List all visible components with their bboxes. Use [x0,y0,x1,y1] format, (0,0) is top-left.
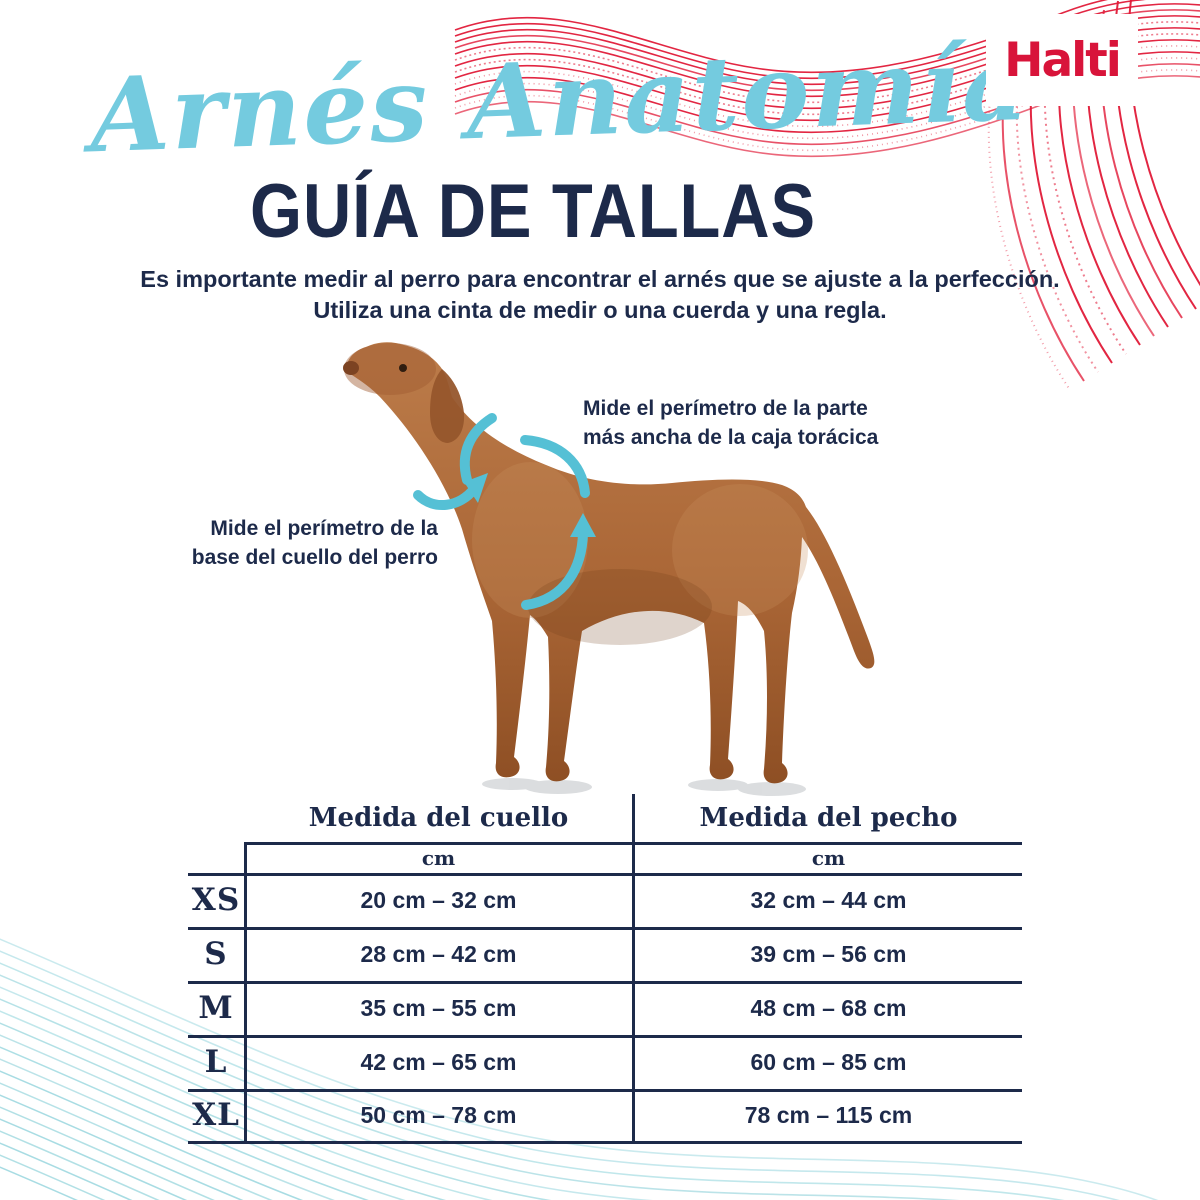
intro-text: Es importante medir al perro para encont… [0,264,1200,326]
table-line-header [244,842,1022,845]
table-line-vertical-left [244,842,247,1143]
arrow-heads [464,473,596,537]
chest-measure-note: Mide el perímetro de la parte más ancha … [583,394,878,452]
chest-arrowhead [570,513,596,537]
neck-arrowhead [464,473,488,503]
chest-range: 39 cm – 56 cm [750,940,907,967]
size-label: XS [191,882,241,918]
neck-range: 28 cm – 42 cm [360,940,517,967]
size-label: XL [192,1097,240,1133]
size-table: Medida del cuello Medida del pecho cm cm… [188,794,1022,1146]
neck-arc-back [459,413,497,485]
chest-arc-bottom [521,528,588,610]
table-line-row1 [188,927,1022,930]
dog-measurement-illustration [343,342,875,796]
table-line-unit [188,873,1022,876]
table-line-vertical-center [632,794,635,1143]
page-title: GUÍA DE TALLAS [250,169,816,254]
size-label: L [204,1044,228,1080]
neck-range: 42 cm – 65 cm [360,1048,517,1075]
table-line-row3 [188,1035,1022,1038]
size-label: S [204,936,228,972]
col-header-neck: Medida del cuello [308,803,569,833]
chest-range: 48 cm – 68 cm [750,994,907,1021]
intro-line-1: Es importante medir al perro para encont… [140,266,1060,292]
size-label: M [198,990,234,1026]
neck-note-line-2: base del cuello del perro [191,546,438,569]
neck-range: 35 cm – 55 cm [360,994,517,1021]
unit-label-neck: cm [421,845,456,870]
measurement-arrows [413,413,590,610]
neck-range: 50 cm – 78 cm [360,1101,517,1128]
table-line-row2 [188,981,1022,984]
dog-shadow [482,778,806,796]
chest-range: 60 cm – 85 cm [750,1048,907,1075]
col-header-chest: Medida del pecho [699,803,958,833]
neck-arc-front [413,484,479,510]
unit-label-chest: cm [811,845,846,870]
chest-note-line-1: Mide el perímetro de la parte [583,397,868,420]
table-line-bottom [188,1141,1022,1144]
chest-arc-top [520,435,590,498]
halti-logo-text: Halti [1004,32,1122,88]
dog-ear [430,369,465,443]
dog-silhouette [343,342,875,784]
dog-nose [343,361,359,375]
neck-note-line-1: Mide el perímetro de la [210,517,438,540]
neck-range: 20 cm – 32 cm [360,886,517,913]
chest-note-line-2: más ancha de la caja torácica [583,426,879,449]
chest-range: 32 cm – 44 cm [750,886,907,913]
neck-measure-note: Mide el perímetro de la base del cuello … [150,514,438,572]
chest-range: 78 cm – 115 cm [744,1101,913,1128]
intro-line-2: Utiliza una cinta de medir o una cuerda … [313,297,887,323]
halti-logo: Halti [986,14,1138,106]
dog-eye [399,364,407,372]
table-line-row4 [188,1089,1022,1092]
